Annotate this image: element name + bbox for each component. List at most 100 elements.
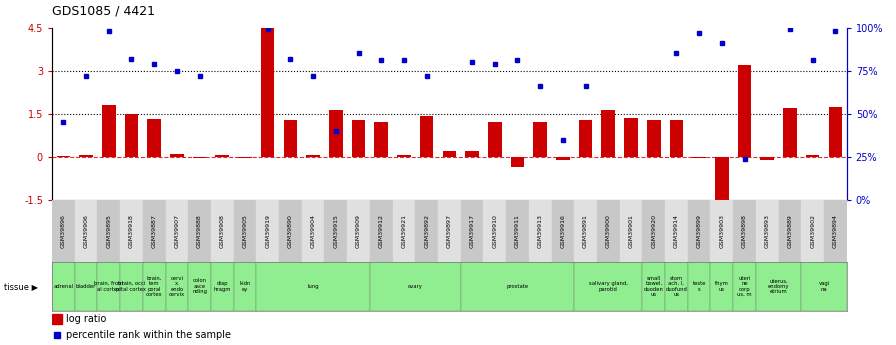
Bar bbox=[370, 200, 392, 262]
Text: GSM39900: GSM39900 bbox=[606, 214, 611, 248]
Text: adrenal: adrenal bbox=[53, 284, 73, 289]
Bar bbox=[574, 262, 642, 310]
Text: bladder: bladder bbox=[76, 284, 96, 289]
Bar bbox=[669, 120, 684, 157]
Bar bbox=[761, 157, 774, 160]
Bar bbox=[688, 200, 711, 262]
Bar bbox=[256, 200, 279, 262]
Text: GSM39898: GSM39898 bbox=[742, 214, 747, 248]
Bar bbox=[715, 157, 728, 201]
Bar bbox=[783, 108, 797, 157]
Text: GSM39897: GSM39897 bbox=[447, 214, 452, 248]
Text: log ratio: log ratio bbox=[66, 314, 107, 324]
Text: uteri
ne
corp
us, m: uteri ne corp us, m bbox=[737, 276, 752, 297]
Bar bbox=[170, 154, 184, 157]
Bar bbox=[711, 200, 733, 262]
Bar bbox=[166, 200, 188, 262]
Text: GSM39905: GSM39905 bbox=[243, 214, 247, 248]
Bar bbox=[52, 262, 74, 310]
Bar bbox=[529, 200, 552, 262]
Text: GSM39896: GSM39896 bbox=[61, 214, 65, 248]
Bar bbox=[56, 156, 70, 157]
Bar bbox=[98, 200, 120, 262]
Text: GSM39910: GSM39910 bbox=[492, 214, 497, 248]
Text: salivary gland,
parotid: salivary gland, parotid bbox=[589, 281, 628, 292]
Bar bbox=[238, 157, 252, 158]
Text: GSM39888: GSM39888 bbox=[197, 214, 202, 248]
Bar bbox=[352, 120, 366, 157]
Bar bbox=[801, 200, 824, 262]
Bar bbox=[52, 200, 74, 262]
Bar bbox=[211, 262, 234, 310]
Bar bbox=[188, 200, 211, 262]
Text: brain, front
al cortex: brain, front al cortex bbox=[94, 281, 124, 292]
Text: lung: lung bbox=[307, 284, 319, 289]
Bar bbox=[625, 118, 638, 157]
Bar bbox=[102, 105, 116, 157]
Text: teste
s: teste s bbox=[693, 281, 706, 292]
Text: tissue ▶: tissue ▶ bbox=[4, 282, 39, 291]
Text: GSM39887: GSM39887 bbox=[151, 214, 157, 248]
Bar bbox=[438, 200, 461, 262]
Bar bbox=[120, 262, 142, 310]
Bar bbox=[261, 28, 274, 157]
Bar bbox=[756, 262, 801, 310]
Text: GSM39916: GSM39916 bbox=[560, 214, 565, 248]
Bar bbox=[511, 157, 524, 167]
Text: GSM39915: GSM39915 bbox=[333, 214, 339, 248]
Text: GSM39909: GSM39909 bbox=[356, 214, 361, 248]
Bar bbox=[215, 155, 229, 157]
Bar bbox=[415, 200, 438, 262]
Bar bbox=[324, 200, 347, 262]
Bar bbox=[142, 200, 166, 262]
Text: GSM39893: GSM39893 bbox=[765, 214, 770, 248]
Bar bbox=[443, 151, 456, 157]
Bar bbox=[688, 262, 711, 310]
Text: GSM39911: GSM39911 bbox=[515, 214, 520, 248]
Text: cervi
x,
endo
cervix: cervi x, endo cervix bbox=[168, 276, 185, 297]
Bar bbox=[188, 262, 211, 310]
Text: brain,
tem
poral
cortex: brain, tem poral cortex bbox=[146, 276, 162, 297]
Bar bbox=[420, 116, 434, 157]
Bar bbox=[302, 200, 324, 262]
Text: prostate: prostate bbox=[506, 284, 529, 289]
Bar bbox=[375, 122, 388, 157]
Bar bbox=[552, 200, 574, 262]
Bar bbox=[824, 200, 847, 262]
Bar bbox=[125, 114, 138, 157]
Bar bbox=[397, 155, 410, 157]
Bar bbox=[98, 262, 120, 310]
Text: GSM39889: GSM39889 bbox=[788, 214, 792, 248]
Text: GDS1085 / 4421: GDS1085 / 4421 bbox=[52, 4, 155, 17]
Text: GSM39892: GSM39892 bbox=[424, 214, 429, 248]
Text: percentile rank within the sample: percentile rank within the sample bbox=[66, 330, 231, 340]
Bar bbox=[256, 262, 370, 310]
Text: stom
ach, I,
duofund
us: stom ach, I, duofund us bbox=[666, 276, 687, 297]
Bar bbox=[693, 157, 706, 158]
Text: GSM39921: GSM39921 bbox=[401, 214, 407, 248]
Bar bbox=[647, 120, 660, 157]
Bar bbox=[166, 262, 188, 310]
Bar bbox=[211, 200, 234, 262]
Text: GSM39891: GSM39891 bbox=[583, 214, 588, 248]
Bar bbox=[733, 200, 756, 262]
Bar bbox=[533, 122, 547, 157]
Text: colon
asce
nding: colon asce nding bbox=[192, 278, 207, 294]
Bar bbox=[465, 151, 478, 157]
Text: GSM39907: GSM39907 bbox=[175, 214, 179, 248]
Text: GSM39920: GSM39920 bbox=[651, 214, 656, 248]
Text: GSM39913: GSM39913 bbox=[538, 214, 543, 248]
Bar bbox=[74, 262, 98, 310]
Text: GSM39901: GSM39901 bbox=[628, 214, 633, 248]
Bar bbox=[461, 262, 574, 310]
Bar bbox=[620, 200, 642, 262]
Text: GSM39890: GSM39890 bbox=[288, 214, 293, 248]
Text: GSM39899: GSM39899 bbox=[696, 214, 702, 248]
Bar bbox=[52, 314, 62, 324]
Text: small
bowel,
duoden
us: small bowel, duoden us bbox=[643, 276, 664, 297]
Bar bbox=[579, 120, 592, 157]
Bar bbox=[711, 262, 733, 310]
Bar bbox=[306, 155, 320, 157]
Text: GSM39917: GSM39917 bbox=[470, 214, 475, 248]
Bar bbox=[556, 157, 570, 160]
